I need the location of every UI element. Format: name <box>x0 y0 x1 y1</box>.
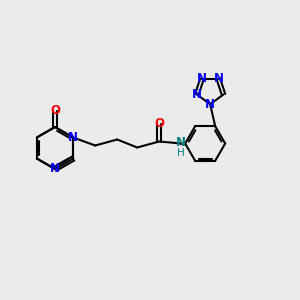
Text: N: N <box>68 131 78 144</box>
Text: O: O <box>154 117 164 130</box>
Text: N: N <box>213 72 224 86</box>
Text: N: N <box>192 88 202 101</box>
Text: N: N <box>176 136 186 149</box>
Text: N: N <box>205 98 215 111</box>
Text: H: H <box>177 148 185 158</box>
Text: N: N <box>197 72 207 86</box>
Text: N: N <box>50 163 60 176</box>
Text: O: O <box>50 104 60 118</box>
